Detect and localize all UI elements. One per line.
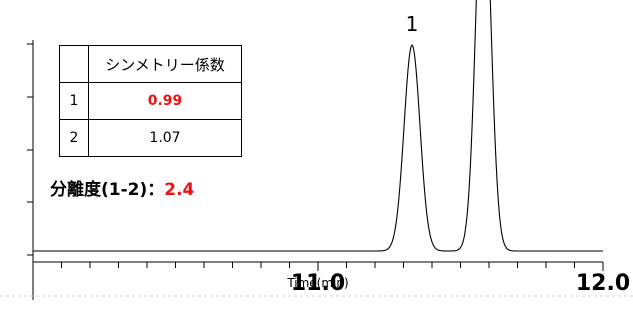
y-axis-ticks xyxy=(27,43,33,256)
table-cell-symmetry-value: 0.99 xyxy=(88,82,242,120)
table-header-row: シンメトリー係数 xyxy=(59,45,242,83)
table-cell-peak: 1 xyxy=(59,82,89,120)
x-axis-label: Time(min) xyxy=(286,276,348,290)
x-tick-label: 11.0 xyxy=(291,271,345,296)
table-cell-peak: 2 xyxy=(59,119,89,157)
table-header-peak xyxy=(59,45,89,83)
symmetry-table: シンメトリー係数 1 0.99 2 1.07 xyxy=(59,45,242,157)
peak-labels: 12 xyxy=(406,12,419,36)
x-axis-ticks xyxy=(32,262,604,271)
chromatogram-trace xyxy=(33,0,603,252)
table-cell-symmetry-value: 1.07 xyxy=(88,119,242,157)
table-row: 2 1.07 xyxy=(59,119,242,157)
x-tick-label: 12.0 xyxy=(576,271,630,296)
table-header-symmetry: シンメトリー係数 xyxy=(88,45,242,83)
resolution-annotation: 分離度(1-2)：2.4 xyxy=(50,175,194,200)
resolution-value: 2.4 xyxy=(164,180,195,200)
x-axis-tick-labels: 11.0 12.0 xyxy=(291,271,630,296)
peak-label: 1 xyxy=(406,12,419,36)
table-row: 1 0.99 xyxy=(59,82,242,120)
resolution-label: 分離度(1-2)： xyxy=(50,180,165,200)
